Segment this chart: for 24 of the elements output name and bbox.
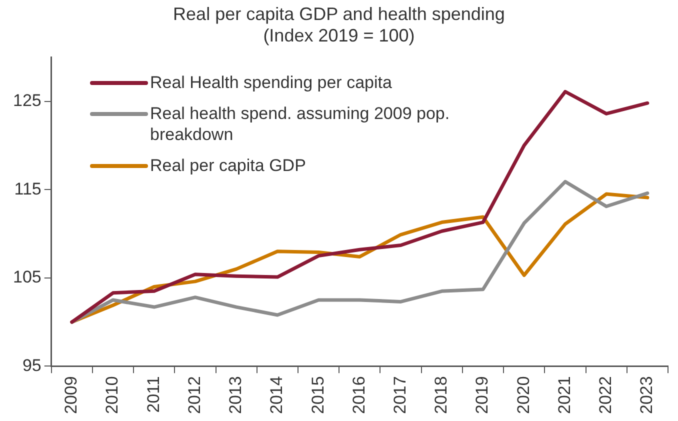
x-tick-label: 2023 [637,376,656,414]
x-tick-label: 2010 [102,376,122,414]
x-tick-label: 2015 [308,376,328,414]
x-tick-label: 2011 [144,376,163,413]
x-tick-label: 2018 [432,376,451,414]
x-tick-label: 2019 [472,376,492,414]
chart-subtitle: (Index 2019 = 100) [263,25,415,46]
legend-label: Real Health spending per capita [150,72,392,93]
chart-title: Real per capita GDP and health spending [173,4,505,24]
x-tick-label: 2012 [184,376,204,414]
x-tick-label: 2009 [62,376,81,414]
x-tick-label: 2022 [596,376,616,414]
x-tick-label: 2020 [514,376,533,414]
y-tick-label: 115 [14,179,42,198]
x-tick-label: 2017 [390,376,410,414]
x-tick-label: 2016 [349,376,368,414]
legend-label: Real per capita GDP [150,155,306,176]
x-tick-label: 2021 [554,376,574,414]
y-tick-label: 105 [12,268,42,287]
legend-label: Real health spend. assuming 2009 pop. breakdown [150,103,450,145]
x-tick-label: 2014 [267,376,286,414]
y-tick-label: 125 [12,91,42,110]
y-tick-label: 95 [22,356,42,375]
x-tick-label: 2013 [226,376,246,414]
